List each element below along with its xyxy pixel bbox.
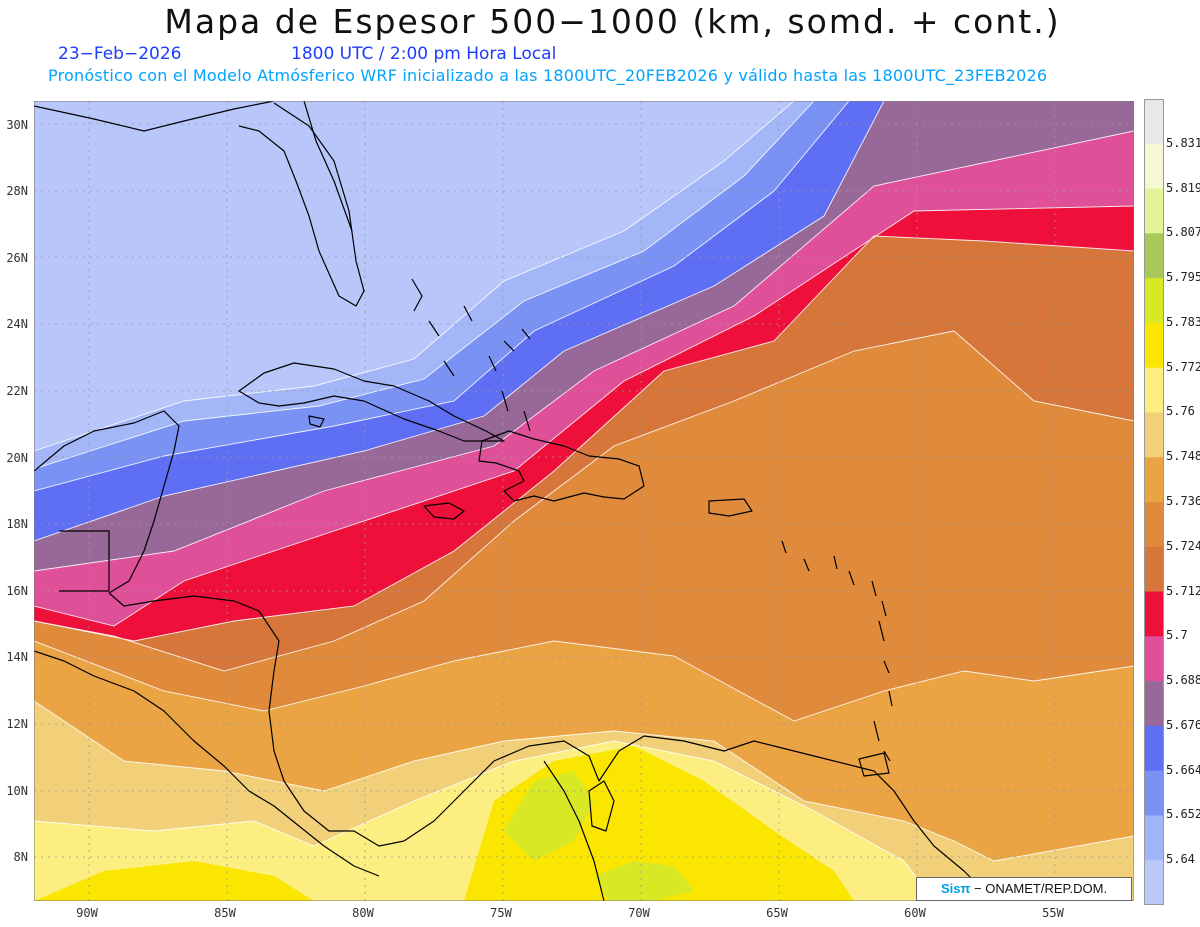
lat-label: 18N xyxy=(6,517,28,531)
lat-label: 12N xyxy=(6,717,28,731)
colorbar-swatch xyxy=(1144,636,1164,682)
band-5.795 xyxy=(504,771,594,861)
colorbar-swatch xyxy=(1144,143,1164,190)
lon-label: 70W xyxy=(628,906,650,920)
colorbar-label: 5.64 xyxy=(1166,852,1195,867)
colombia-venezuela-coast xyxy=(403,735,995,901)
colorbar-border xyxy=(1144,99,1164,905)
colorbar-label: 5.652 xyxy=(1166,807,1200,822)
belize-guatemala-box xyxy=(59,530,110,592)
lake-maracaibo xyxy=(588,780,615,832)
colorbar-label: 5.795 xyxy=(1166,270,1200,285)
colorbar-swatch xyxy=(1144,457,1164,503)
colorbar-swatch xyxy=(1144,412,1164,458)
colorbar-label: 5.748 xyxy=(1166,449,1200,464)
lon-label: 65W xyxy=(766,906,788,920)
colorbar-label: 5.7 xyxy=(1166,628,1188,643)
lat-label: 10N xyxy=(6,784,28,798)
lat-label: 22N xyxy=(6,384,28,398)
jamaica xyxy=(423,502,465,520)
map-title: Mapa de Espesor 500−1000 (km, somd. + co… xyxy=(164,2,1061,41)
colorbar-swatch xyxy=(1144,278,1164,324)
colorbar-swatch xyxy=(1144,502,1164,548)
colorbar-label: 5.772 xyxy=(1166,359,1200,374)
central-america-pacific xyxy=(34,650,380,877)
lon-label: 85W xyxy=(214,906,236,920)
colorbar-label: 5.76 xyxy=(1166,404,1195,419)
colorbar-label: 5.736 xyxy=(1166,494,1200,508)
lon-label: 55W xyxy=(1042,906,1064,920)
lat-label: 8N xyxy=(13,850,28,864)
colorbar-label: 5.831 xyxy=(1166,135,1200,150)
colorbar-swatch xyxy=(1144,233,1164,279)
lat-label: 16N xyxy=(6,584,28,598)
lat-label: 14N xyxy=(6,650,28,664)
lat-label: 20N xyxy=(6,451,28,465)
puerto-rico xyxy=(708,498,753,517)
colorbar-label: 5.819 xyxy=(1166,180,1200,195)
colorbar-swatch xyxy=(1144,367,1164,413)
us-gulf-coast xyxy=(34,101,275,132)
us-east-coast xyxy=(303,101,353,232)
venezuela-border xyxy=(543,760,605,901)
colorbar-swatch xyxy=(1144,725,1164,772)
forecast-date: 23−Feb−2026 xyxy=(58,44,182,64)
colorbar-swatch xyxy=(1144,546,1164,593)
isla-juventud xyxy=(308,415,325,428)
central-america-caribbean xyxy=(108,592,405,847)
forecast-time: 1800 UTC / 2:00 pm Hora Local xyxy=(291,44,557,64)
colorbar-swatch xyxy=(1144,860,1164,905)
lat-label: 28N xyxy=(6,184,28,198)
colorbar-label: 5.807 xyxy=(1166,225,1200,240)
colorbar-swatch xyxy=(1144,188,1164,234)
yucatan xyxy=(34,410,180,594)
colorbar-swatch xyxy=(1144,815,1164,861)
colorbar-label: 5.783 xyxy=(1166,314,1200,329)
colorbar-swatch xyxy=(1144,322,1164,369)
colorbar-swatch xyxy=(1144,681,1164,727)
colorbar-label: 5.724 xyxy=(1166,538,1200,553)
lon-label: 90W xyxy=(76,906,98,920)
cuba xyxy=(238,362,505,442)
credit-box: Sisπ − ONAMET/REP.DOM. xyxy=(916,877,1132,901)
colorbar xyxy=(1144,99,1164,905)
model-info: Pronóstico con el Modelo Atmósferico WRF… xyxy=(48,66,1048,85)
colorbar-label: 5.664 xyxy=(1166,762,1200,777)
bahamas xyxy=(411,278,531,432)
colorbar-label: 5.688 xyxy=(1166,673,1200,688)
hispaniola xyxy=(478,430,645,502)
lon-label: 75W xyxy=(490,906,512,920)
lon-label: 80W xyxy=(352,906,374,920)
thickness-map xyxy=(34,101,1134,901)
colorbar-swatch xyxy=(1144,99,1164,145)
lat-label: 26N xyxy=(6,251,28,265)
sispi-logo: Sisπ xyxy=(940,881,971,896)
band-5.783-west xyxy=(34,861,314,901)
lon-label: 60W xyxy=(904,906,926,920)
colorbar-swatch xyxy=(1144,591,1164,637)
colorbar-swatch xyxy=(1144,770,1164,816)
band-5.795-east xyxy=(594,861,694,901)
colorbar-label: 5.676 xyxy=(1166,717,1200,732)
trinidad xyxy=(858,752,890,777)
colorbar-label: 5.712 xyxy=(1166,583,1200,598)
lesser-antilles xyxy=(781,540,893,762)
lat-label: 30N xyxy=(6,118,28,132)
lat-label: 24N xyxy=(6,317,28,331)
florida xyxy=(238,102,365,307)
